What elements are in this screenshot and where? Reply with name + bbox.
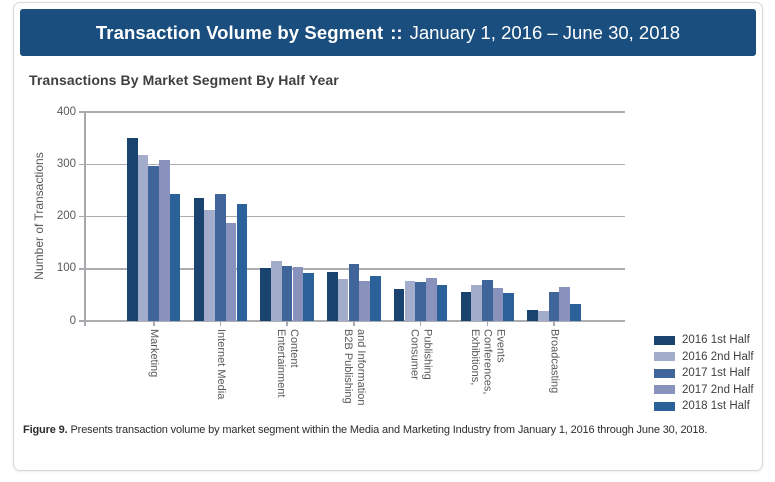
figure-caption: Figure 9. Presents transaction volume by … — [23, 424, 755, 436]
bar — [292, 266, 304, 321]
bar — [236, 203, 248, 321]
figure-caption-label: Figure 9. — [23, 424, 68, 436]
y-axis-tick — [79, 163, 85, 165]
category-label: Exhibitions, Conferences, Events — [468, 329, 507, 395]
y-axis-tick-label: 0 — [69, 314, 76, 327]
chart-legend: 2016 1st Half 2016 2nd Half 2017 1st Half 2… — [654, 334, 754, 417]
gridline-0 — [85, 320, 625, 322]
legend-label: 2016 2nd Half — [682, 350, 754, 363]
category-label: B2B Publishing and Information — [341, 329, 367, 406]
gridline-400 — [85, 111, 625, 113]
category-label: Broadcasting — [548, 329, 561, 394]
legend-swatch — [654, 352, 675, 361]
legend-swatch — [654, 368, 675, 378]
legend-item: 2018 1st Half — [654, 400, 754, 412]
bar — [281, 265, 293, 321]
bar — [271, 261, 282, 321]
header-banner: Transaction Volume by Segment :: January… — [20, 9, 756, 56]
legend-item: 2016 1st Half — [654, 334, 754, 346]
bar — [527, 309, 538, 321]
bar-chart: Number of Transactions 2016 1st Half 2016… — [14, 3, 764, 472]
y-axis-tick — [79, 320, 85, 322]
x-axis-tick — [153, 321, 155, 326]
x-axis-tick — [553, 321, 555, 326]
legend-item: 2017 1st Half — [654, 367, 754, 379]
bar — [393, 288, 405, 321]
bar — [359, 280, 370, 321]
gridline-200 — [85, 215, 625, 218]
legend-swatch — [654, 385, 675, 394]
y-axis-tick-label: 100 — [56, 262, 76, 275]
banner-separator: :: — [390, 21, 403, 43]
y-axis-tick-label: 300 — [56, 157, 76, 170]
x-axis-tick — [419, 321, 422, 326]
legend-swatch — [654, 401, 675, 411]
legend-label: 2018 1st Half — [682, 400, 750, 412]
legend-item: 2016 2nd Half — [654, 351, 754, 363]
bar — [127, 138, 138, 321]
category-label: Entertainment Content — [275, 329, 301, 398]
bar — [193, 197, 205, 321]
x-axis-tick — [286, 321, 288, 326]
chart-title: Transactions By Market Segment By Half Y… — [29, 72, 339, 88]
legend-item: 2017 2nd Half — [654, 384, 754, 396]
bar — [492, 287, 504, 321]
bar — [303, 272, 314, 321]
gridline-300 — [85, 163, 625, 165]
bar — [559, 287, 570, 321]
bar — [460, 291, 472, 321]
bar — [548, 292, 560, 321]
bar — [481, 280, 493, 321]
x-axis-tick — [486, 321, 488, 326]
bar — [570, 304, 581, 321]
y-axis-line — [84, 112, 86, 326]
bar — [204, 209, 216, 321]
figure-caption-text: Presents transaction volume by market se… — [70, 424, 708, 436]
x-axis-tick — [353, 321, 355, 326]
bar — [415, 282, 426, 321]
bar — [348, 263, 360, 321]
bar — [225, 222, 237, 321]
y-axis-tick-label: 400 — [56, 105, 76, 118]
category-label: Internet Media — [214, 329, 227, 400]
report-card: Transaction Volume by Segment :: January… — [13, 2, 763, 471]
legend-swatch — [654, 335, 675, 345]
bar — [159, 160, 170, 321]
bar — [137, 154, 149, 321]
bar — [425, 278, 437, 321]
bar — [436, 285, 448, 321]
bar — [169, 194, 181, 321]
y-axis-tick-label: 200 — [56, 210, 76, 222]
y-axis-tick — [79, 215, 85, 218]
bar — [260, 268, 272, 321]
bar — [215, 193, 226, 321]
bar — [148, 166, 160, 321]
legend-label: 2017 2nd Half — [682, 383, 754, 396]
bar — [327, 271, 338, 321]
legend-label: 2017 1st Half — [682, 367, 750, 379]
bar — [471, 285, 482, 321]
banner-date-range: January 1, 2016 – June 30, 2018 — [409, 21, 681, 43]
banner-title: Transaction Volume by Segment — [95, 21, 384, 43]
bar — [404, 281, 416, 321]
y-axis-tick — [79, 111, 85, 113]
category-label: Consumer Publishing — [408, 329, 434, 380]
bar — [337, 279, 349, 321]
category-label: Marketing — [148, 329, 161, 378]
legend-label: 2016 1st Half — [682, 334, 750, 346]
x-axis-tick — [219, 321, 222, 326]
bar — [503, 293, 514, 321]
bar — [369, 275, 381, 321]
y-axis-tick — [79, 268, 85, 270]
bar — [537, 310, 549, 321]
